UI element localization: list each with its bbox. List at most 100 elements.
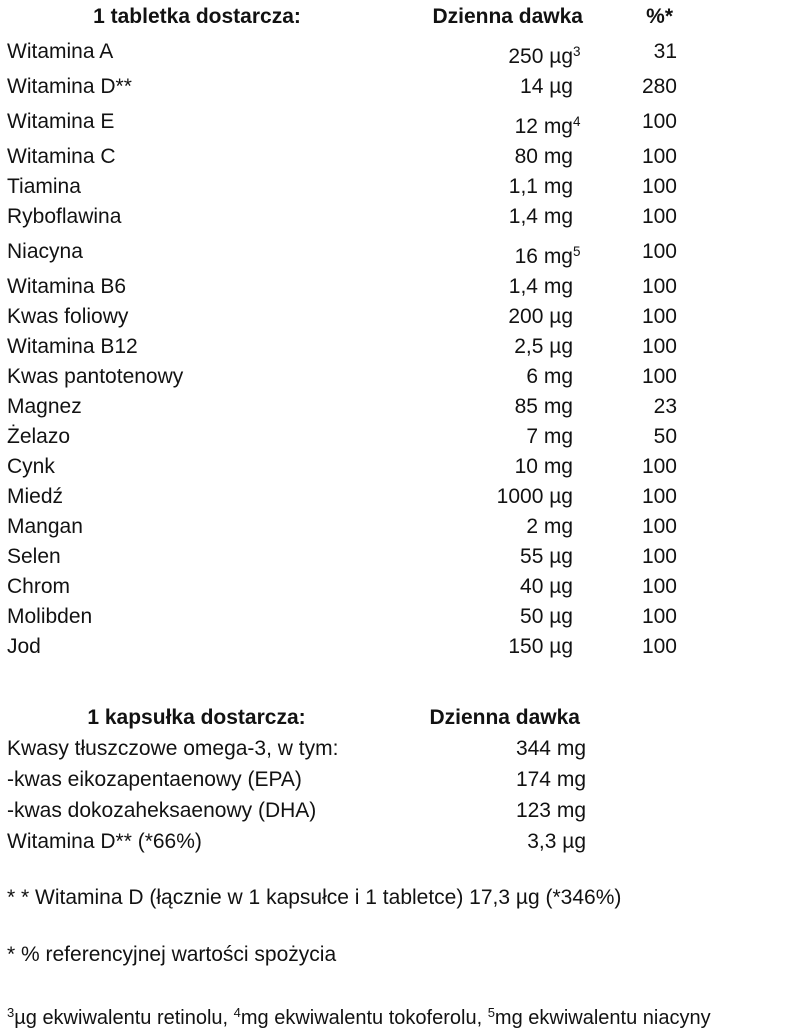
nutrient-name: Witamina D** (*66%): [7, 830, 202, 853]
nutrient-name: -kwas dokozaheksaenowy (DHA): [7, 799, 317, 822]
capsule-table-header: 1 kapsułka dostarcza: Dzienna dawka: [7, 702, 586, 733]
table-row: Selen 55 µg 100: [7, 542, 677, 572]
tablet-table: 1 tabletka dostarcza: Dzienna dawka %* W…: [7, 2, 677, 662]
nutrient-name: Kwas pantotenowy: [7, 365, 184, 388]
nutrient-name: Selen: [7, 545, 61, 568]
nutrient-percent: 280: [641, 75, 677, 98]
nutrient-value: 344 mg: [515, 737, 586, 760]
nutrient-percent: 100: [641, 205, 677, 228]
nutrient-percent: 100: [641, 515, 677, 538]
nutrient-name: Witamina B12: [7, 335, 138, 358]
table-row: Witamina B12 2,5 µg 100: [7, 332, 677, 362]
tablet-table-header: 1 tabletka dostarcza: Dzienna dawka %*: [7, 2, 677, 32]
capsule-header-title: 1 kapsułka dostarcza:: [87, 706, 306, 729]
nutrient-percent: 100: [641, 485, 677, 508]
nutrient-name: Mangan: [7, 515, 83, 538]
nutrient-name: Ryboflawina: [7, 205, 122, 228]
nutrient-value: 1,1 mg: [508, 175, 573, 198]
nutrient-percent: 100: [641, 305, 677, 328]
table-row: Witamina D** 14 µg 280: [7, 72, 677, 102]
table-row: Tiamina 1,1 mg 100: [7, 172, 677, 202]
superscript-marker: 4: [233, 1005, 241, 1020]
nutrient-percent: 50: [653, 425, 677, 448]
nutrient-percent: 100: [641, 335, 677, 358]
nutrient-name: Niacyna: [7, 240, 83, 263]
table-row: Molibden 50 µg 100: [7, 602, 677, 632]
nutrient-percent: 100: [641, 635, 677, 658]
footnote-text: mg ekwiwalentu tokoferolu,: [240, 1007, 488, 1029]
nutrient-value: 1,4 mg: [508, 275, 573, 298]
tablet-table-body: Witamina A 250 µg3 31 Witamina D** 14 µg 280 W…: [7, 37, 677, 662]
nutrient-name: Witamina B6: [7, 275, 127, 298]
nutrient-percent: 100: [641, 605, 677, 628]
table-row: Kwas pantotenowy 6 mg 100: [7, 362, 677, 392]
nutrient-name: Magnez: [7, 395, 82, 418]
nutrient-name: Miedź: [7, 485, 64, 508]
nutrient-value: 200 µg: [508, 305, 573, 328]
nutrient-name: Witamina C: [7, 145, 116, 168]
nutrient-value: 50 µg: [520, 605, 573, 628]
nutrient-percent: 100: [641, 575, 677, 598]
nutrient-value: 250 µg3: [508, 44, 581, 68]
table-row: Chrom 40 µg 100: [7, 572, 677, 602]
table-row: Witamina B6 1,4 mg 100: [7, 272, 677, 302]
nutrient-name: Witamina E: [7, 110, 115, 133]
nutrient-name: Chrom: [7, 575, 71, 598]
nutrient-name: Kwas foliowy: [7, 305, 129, 328]
nutrient-value: 1000 µg: [496, 485, 573, 508]
nutrient-name: Kwasy tłuszczowe omega-3, w tym:: [7, 737, 339, 760]
nutrient-value: 2 mg: [526, 515, 573, 538]
nutrient-name: Molibden: [7, 605, 93, 628]
table-row: -kwas eikozapentaenowy (EPA) 174 mg: [7, 764, 586, 795]
nutrient-value: 1,4 mg: [508, 205, 573, 228]
nutrient-name: -kwas eikozapentaenowy (EPA): [7, 768, 302, 791]
nutrient-percent: 100: [641, 455, 677, 478]
table-row: Witamina E 12 mg4 100: [7, 107, 677, 142]
table-row: Niacyna 16 mg5 100: [7, 237, 677, 272]
nutrient-name: Tiamina: [7, 175, 81, 198]
nutrient-value: 123 mg: [515, 799, 586, 822]
nutrient-value: 2,5 µg: [514, 335, 573, 358]
table-row: Jod 150 µg 100: [7, 632, 677, 662]
table-row: Mangan 2 mg 100: [7, 512, 677, 542]
table-row: Witamina C 80 mg 100: [7, 142, 677, 172]
table-row: Cynk 10 mg 100: [7, 452, 677, 482]
nutrient-name: Żelazo: [7, 425, 71, 448]
capsule-table: 1 kapsułka dostarcza: Dzienna dawka Kwas…: [7, 702, 586, 857]
footnote-text: µg ekwiwalentu retinolu,: [14, 1007, 234, 1029]
table-row: Kwas foliowy 200 µg 100: [7, 302, 677, 332]
nutrient-name: Cynk: [7, 455, 55, 478]
nutrient-name: Jod: [7, 635, 41, 658]
nutrient-percent: 100: [641, 175, 677, 198]
footnote-reference-intake: * % referencyjnej wartości spożycia: [7, 943, 337, 966]
table-row: Żelazo 7 mg 50: [7, 422, 677, 452]
nutrient-value: 14 µg: [520, 75, 573, 98]
nutrient-percent: 100: [641, 110, 677, 133]
nutrient-value: 7 mg: [526, 425, 573, 448]
footnote-equivalents: 3µg ekwiwalentu retinolu, 4mg ekwiwalent…: [7, 998, 794, 1033]
nutrient-percent: 31: [653, 40, 677, 63]
nutrient-percent: 100: [641, 545, 677, 568]
percent-rvs-header: %*: [646, 5, 673, 28]
nutrient-value: 174 mg: [515, 768, 586, 791]
table-row: Witamina A 250 µg3 31: [7, 37, 677, 72]
nutrient-value: 3,3 µg: [527, 830, 586, 853]
table-row: -kwas dokozaheksaenowy (DHA) 123 mg: [7, 795, 586, 826]
table-row: Ryboflawina 1,4 mg 100: [7, 202, 677, 232]
nutrient-name: Witamina A: [7, 40, 114, 63]
nutrient-value: 55 µg: [520, 545, 573, 568]
nutrient-value: 10 mg: [514, 455, 573, 478]
nutrient-value: 80 mg: [514, 145, 573, 168]
table-row: Witamina D** (*66%) 3,3 µg: [7, 826, 586, 857]
superscript-marker: 3: [7, 1005, 15, 1020]
superscript-marker: 5: [487, 1005, 495, 1020]
nutrient-value: 12 mg4: [514, 114, 581, 138]
table-row: Kwasy tłuszczowe omega-3, w tym: 344 mg: [7, 733, 586, 764]
daily-dose-header-2: Dzienna dawka: [429, 706, 580, 729]
nutrient-value: 85 mg: [514, 395, 573, 418]
nutrient-percent: 23: [653, 395, 677, 418]
footnote-vitamin-d-total: * * Witamina D (łącznie w 1 kapsułce i 1…: [7, 886, 622, 909]
nutrient-value: 6 mg: [526, 365, 573, 388]
nutrient-percent: 100: [641, 275, 677, 298]
